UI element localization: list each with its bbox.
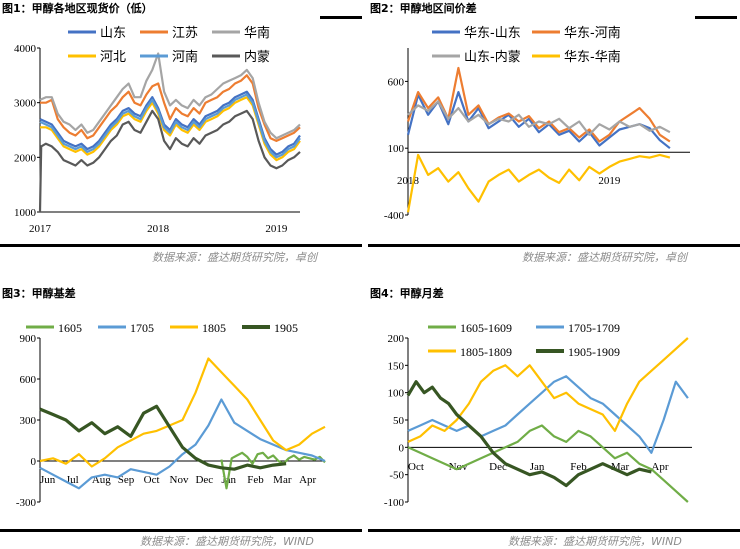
series-line-3 — [406, 153, 671, 213]
x-tick-label: 2018 — [147, 223, 170, 235]
x-tick-label: Nov — [170, 474, 189, 486]
legend-label: 山东-内蒙 — [464, 49, 521, 65]
series-line-1 — [39, 398, 326, 490]
legend-label: 河南 — [172, 49, 198, 65]
x-tick-label: Apr — [299, 474, 316, 486]
panel2-title: 图2：甲醇地区间价差 — [370, 2, 477, 15]
legend-label: 1905 — [274, 321, 298, 335]
series-line-1 — [406, 66, 671, 143]
panel4-title: 图4：甲醇月差 — [370, 287, 444, 300]
legend-label: 1705 — [130, 321, 154, 335]
x-tick-label: Dec — [489, 461, 507, 473]
panel4-source: 数据来源：盛达期货研究院，WIND — [508, 535, 682, 548]
y-tick-label: 0 — [399, 442, 405, 454]
x-tick-label: Nov — [449, 461, 468, 473]
y-tick-label: 600 — [20, 374, 37, 386]
panel1-title-rule — [320, 16, 362, 19]
legend-label: 1705-1709 — [568, 321, 620, 335]
y-tick-label: 200 — [388, 333, 405, 345]
x-tick-label: 2019 — [598, 175, 621, 187]
y-tick-label: 100 — [388, 143, 405, 155]
panel3-title: 图3：甲醇基差 — [2, 287, 76, 300]
y-tick-label: 600 — [388, 76, 405, 88]
x-tick-label: Mar — [273, 474, 292, 486]
x-tick-label: Oct — [408, 461, 424, 473]
legend-label: 内蒙 — [244, 49, 270, 65]
legend-label: 华东-河南 — [564, 25, 621, 41]
x-tick-label: Sep — [118, 474, 135, 486]
x-tick-label: 2019 — [265, 223, 288, 235]
y-tick-label: 1000 — [14, 207, 37, 219]
series-line-0 — [407, 424, 689, 503]
series-line-2 — [39, 357, 326, 468]
x-tick-label: Oct — [144, 474, 160, 486]
legend-label: 河北 — [100, 50, 126, 65]
x-tick-label: Feb — [570, 461, 587, 473]
y-tick-label: 2000 — [14, 152, 37, 164]
legend-label: 华南 — [244, 25, 270, 41]
y-tick-label: 100 — [388, 388, 405, 400]
x-tick-label: Dec — [195, 474, 213, 486]
panel1-source: 数据来源：盛达期货研究院，卓创 — [152, 251, 317, 264]
y-tick-label: -400 — [384, 210, 405, 222]
series-line-3 — [406, 380, 652, 488]
legend-label: 山东 — [100, 26, 126, 41]
legend-label: 江苏 — [172, 25, 198, 41]
y-tick-label: -300 — [16, 497, 37, 509]
series-line-2 — [407, 100, 671, 136]
legend-label: 华东-华南 — [564, 49, 621, 65]
row1-bottom-rule-right — [368, 244, 740, 247]
y-tick-label: 50 — [393, 415, 405, 427]
x-tick-label: Apr — [651, 461, 668, 473]
y-tick-label: 0 — [31, 456, 37, 468]
panel1-title: 图1：甲醇各地区现货价（低） — [2, 2, 153, 15]
y-tick-label: 150 — [388, 360, 405, 372]
panel2-source: 数据来源：盛达期货研究院，卓创 — [522, 251, 687, 264]
x-tick-label: Jun — [40, 474, 56, 486]
x-tick-label: Feb — [247, 474, 264, 486]
x-tick-label: 2017 — [29, 223, 52, 235]
legend-label: 1805-1809 — [460, 345, 512, 359]
series-line-3 — [39, 404, 287, 471]
y-tick-label: -100 — [384, 497, 405, 509]
x-tick-label: Jan — [530, 461, 545, 473]
legend-label: 1605-1609 — [460, 321, 512, 335]
series-line-1 — [407, 375, 689, 454]
legend-label: 1805 — [202, 321, 226, 335]
panel2-title-rule — [695, 16, 737, 19]
legend-label: 1605 — [58, 321, 82, 335]
series-line-2 — [39, 52, 301, 140]
legend-label: 1905-1909 — [568, 345, 620, 359]
series-line-1 — [40, 74, 301, 142]
legend-label: 华东-山东 — [464, 26, 521, 41]
y-tick-label: 900 — [20, 333, 37, 345]
series-line-0 — [406, 90, 671, 150]
y-tick-label: -50 — [389, 470, 404, 482]
series-line-2 — [407, 337, 689, 443]
series-line-4 — [39, 93, 301, 159]
y-tick-label: 300 — [20, 415, 37, 427]
row2-bottom-rule — [0, 529, 362, 532]
row2-bottom-rule-right — [368, 529, 740, 532]
row1-bottom-rule — [0, 244, 362, 247]
y-tick-label: 3000 — [14, 98, 37, 110]
series-line-5 — [38, 109, 301, 213]
series-line-0 — [220, 451, 326, 490]
panel3-source: 数据来源：盛达期货研究院，WIND — [140, 535, 314, 548]
y-tick-label: 4000 — [14, 43, 37, 55]
